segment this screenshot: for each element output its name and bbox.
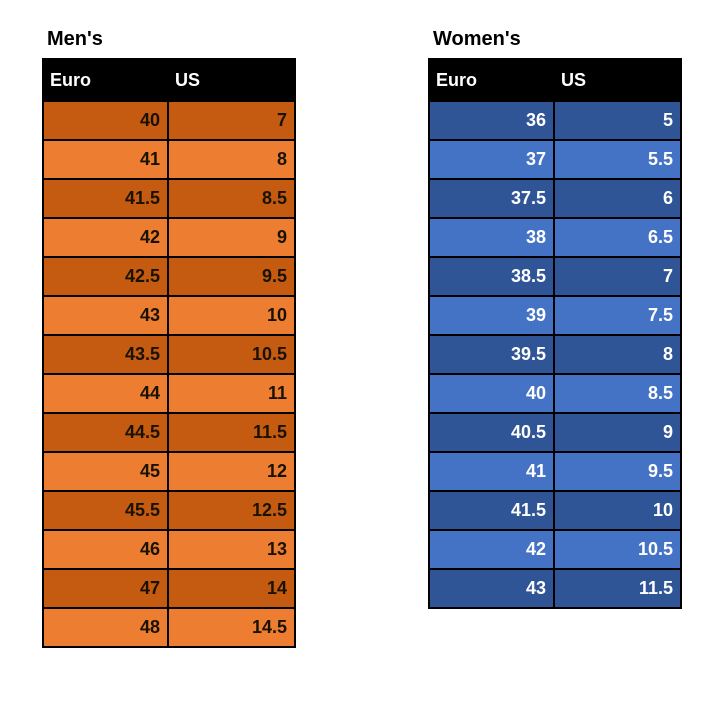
table-row: 43 11.5 bbox=[428, 568, 682, 609]
euro-size-cell: 40.5 bbox=[428, 412, 555, 453]
womens-us-column-header: US bbox=[553, 58, 682, 102]
euro-size-cell: 44 bbox=[42, 373, 169, 414]
table-row: 43 10 bbox=[42, 295, 296, 336]
womens-table-body: 36 5 37 5.5 37.5 6 38 6.5 38.5 7 39 7.5 39.5 8 40 8.5 40… bbox=[428, 100, 682, 609]
euro-size-cell: 42 bbox=[428, 529, 555, 570]
us-size-cell: 5 bbox=[553, 100, 682, 141]
table-row: 46 13 bbox=[42, 529, 296, 570]
mens-size-section: Men's Euro US 40 7 41 8 41.5 8.5 42 9 42.5 9.5 43 1… bbox=[42, 26, 296, 648]
euro-size-cell: 45.5 bbox=[42, 490, 169, 531]
us-size-cell: 13 bbox=[167, 529, 296, 570]
us-size-cell: 10 bbox=[167, 295, 296, 336]
table-row: 47 14 bbox=[42, 568, 296, 609]
table-row: 39 7.5 bbox=[428, 295, 682, 336]
euro-size-cell: 43.5 bbox=[42, 334, 169, 375]
euro-size-cell: 38 bbox=[428, 217, 555, 258]
us-size-cell: 14.5 bbox=[167, 607, 296, 648]
womens-header-row: Euro US bbox=[428, 58, 682, 102]
euro-size-cell: 40 bbox=[42, 100, 169, 141]
euro-size-cell: 48 bbox=[42, 607, 169, 648]
euro-size-cell: 37 bbox=[428, 139, 555, 180]
table-row: 42 9 bbox=[42, 217, 296, 258]
table-row: 44.5 11.5 bbox=[42, 412, 296, 453]
us-size-cell: 11 bbox=[167, 373, 296, 414]
us-size-cell: 8.5 bbox=[167, 178, 296, 219]
us-size-cell: 7.5 bbox=[553, 295, 682, 336]
euro-size-cell: 42.5 bbox=[42, 256, 169, 297]
euro-size-cell: 39 bbox=[428, 295, 555, 336]
table-row: 48 14.5 bbox=[42, 607, 296, 648]
euro-size-cell: 47 bbox=[42, 568, 169, 609]
table-row: 38.5 7 bbox=[428, 256, 682, 297]
womens-euro-column-header: Euro bbox=[428, 58, 555, 102]
us-size-cell: 9 bbox=[553, 412, 682, 453]
us-size-cell: 7 bbox=[167, 100, 296, 141]
euro-size-cell: 43 bbox=[42, 295, 169, 336]
table-row: 45.5 12.5 bbox=[42, 490, 296, 531]
euro-size-cell: 45 bbox=[42, 451, 169, 492]
mens-header-row: Euro US bbox=[42, 58, 296, 102]
mens-size-table: Euro US 40 7 41 8 41.5 8.5 42 9 42.5 9.5 43 10 43.5 1… bbox=[42, 58, 296, 648]
euro-size-cell: 36 bbox=[428, 100, 555, 141]
us-size-cell: 9.5 bbox=[553, 451, 682, 492]
us-size-cell: 5.5 bbox=[553, 139, 682, 180]
us-size-cell: 6 bbox=[553, 178, 682, 219]
us-size-cell: 7 bbox=[553, 256, 682, 297]
us-size-cell: 11.5 bbox=[553, 568, 682, 609]
euro-size-cell: 38.5 bbox=[428, 256, 555, 297]
euro-size-cell: 44.5 bbox=[42, 412, 169, 453]
us-size-cell: 12 bbox=[167, 451, 296, 492]
womens-size-table: Euro US 36 5 37 5.5 37.5 6 38 6.5 38.5 7 39 7.5 39.5… bbox=[428, 58, 682, 609]
euro-size-cell: 39.5 bbox=[428, 334, 555, 375]
table-row: 44 11 bbox=[42, 373, 296, 414]
euro-size-cell: 42 bbox=[42, 217, 169, 258]
table-row: 39.5 8 bbox=[428, 334, 682, 375]
us-size-cell: 8 bbox=[167, 139, 296, 180]
euro-size-cell: 41 bbox=[42, 139, 169, 180]
us-size-cell: 9 bbox=[167, 217, 296, 258]
table-row: 41 8 bbox=[42, 139, 296, 180]
mens-euro-column-header: Euro bbox=[42, 58, 169, 102]
us-size-cell: 12.5 bbox=[167, 490, 296, 531]
us-size-cell: 10 bbox=[553, 490, 682, 531]
table-row: 37 5.5 bbox=[428, 139, 682, 180]
euro-size-cell: 41.5 bbox=[428, 490, 555, 531]
euro-size-cell: 41.5 bbox=[42, 178, 169, 219]
us-size-cell: 10.5 bbox=[167, 334, 296, 375]
euro-size-cell: 37.5 bbox=[428, 178, 555, 219]
womens-table-title: Women's bbox=[433, 28, 521, 50]
us-size-cell: 6.5 bbox=[553, 217, 682, 258]
table-row: 41.5 10 bbox=[428, 490, 682, 531]
us-size-cell: 8 bbox=[553, 334, 682, 375]
us-size-cell: 10.5 bbox=[553, 529, 682, 570]
table-row: 42 10.5 bbox=[428, 529, 682, 570]
euro-size-cell: 46 bbox=[42, 529, 169, 570]
mens-table-title: Men's bbox=[47, 28, 103, 50]
table-row: 42.5 9.5 bbox=[42, 256, 296, 297]
table-row: 40.5 9 bbox=[428, 412, 682, 453]
euro-size-cell: 43 bbox=[428, 568, 555, 609]
table-row: 40 8.5 bbox=[428, 373, 682, 414]
table-row: 38 6.5 bbox=[428, 217, 682, 258]
mens-us-column-header: US bbox=[167, 58, 296, 102]
us-size-cell: 8.5 bbox=[553, 373, 682, 414]
table-row: 43.5 10.5 bbox=[42, 334, 296, 375]
table-row: 36 5 bbox=[428, 100, 682, 141]
euro-size-cell: 41 bbox=[428, 451, 555, 492]
table-row: 41 9.5 bbox=[428, 451, 682, 492]
us-size-cell: 14 bbox=[167, 568, 296, 609]
table-row: 37.5 6 bbox=[428, 178, 682, 219]
euro-size-cell: 40 bbox=[428, 373, 555, 414]
mens-table-body: 40 7 41 8 41.5 8.5 42 9 42.5 9.5 43 10 43.5 10.5 44 11 4… bbox=[42, 100, 296, 648]
womens-size-section: Women's Euro US 36 5 37 5.5 37.5 6 38 6.5 38.5 7 3… bbox=[428, 26, 682, 609]
table-row: 41.5 8.5 bbox=[42, 178, 296, 219]
us-size-cell: 9.5 bbox=[167, 256, 296, 297]
us-size-cell: 11.5 bbox=[167, 412, 296, 453]
table-row: 45 12 bbox=[42, 451, 296, 492]
table-row: 40 7 bbox=[42, 100, 296, 141]
